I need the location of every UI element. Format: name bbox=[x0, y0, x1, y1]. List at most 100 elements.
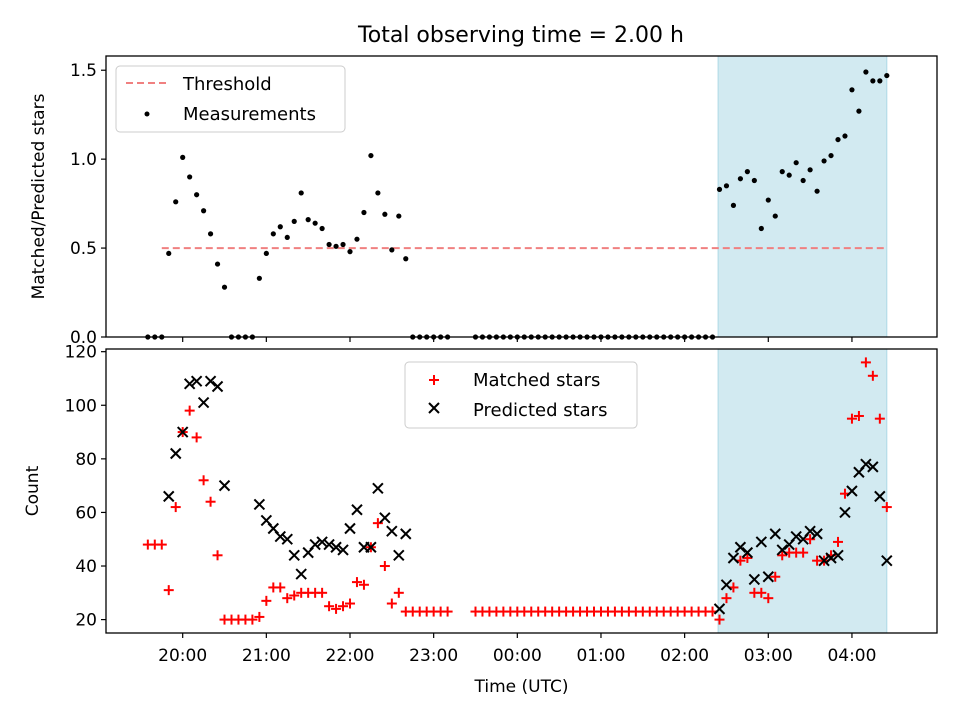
predicted-star-point bbox=[400, 528, 412, 540]
predicted-star-point bbox=[365, 541, 377, 553]
matched-star-point bbox=[386, 598, 397, 609]
predicted-star-point bbox=[393, 549, 405, 562]
measurement-point bbox=[765, 197, 771, 203]
top-y-axis-label: Matched/Predicted stars bbox=[29, 93, 49, 299]
measurement-point bbox=[800, 177, 806, 184]
matched-star-point bbox=[742, 552, 753, 563]
predicted-star-point bbox=[720, 579, 733, 591]
top-legend: Threshold Measurements bbox=[115, 65, 346, 133]
measurement-point bbox=[835, 136, 841, 143]
predicted-star-point bbox=[253, 498, 266, 511]
predicted-stars-points bbox=[163, 375, 893, 615]
measurement-point bbox=[396, 213, 402, 219]
matched-star-point bbox=[874, 413, 885, 424]
x-tick-label: 02:00 bbox=[660, 646, 709, 666]
measurement-point bbox=[849, 87, 855, 93]
predicted-star-point bbox=[734, 541, 747, 553]
matched-star-point bbox=[846, 413, 857, 424]
predicted-star-point bbox=[330, 541, 342, 553]
top-x-ticks bbox=[182, 337, 853, 342]
bottom-x-ticks: 20:00 21:00 22:00 23:00 00:00 01:00 02:00 03:00… bbox=[158, 633, 876, 666]
predicted-star-point bbox=[288, 549, 300, 562]
matched-star-point bbox=[770, 571, 781, 582]
matched-star-point bbox=[261, 595, 272, 606]
measurement-point bbox=[340, 241, 346, 248]
measurement-point bbox=[751, 177, 757, 184]
predicted-star-point bbox=[741, 546, 754, 559]
bottom-legend-box bbox=[404, 361, 638, 429]
legend-predicted-swatch bbox=[428, 402, 440, 414]
predicted-star-point bbox=[183, 378, 196, 390]
matched-star-point bbox=[324, 601, 335, 612]
matched-star-point bbox=[205, 496, 216, 507]
measurement-point bbox=[194, 192, 200, 198]
predicted-star-point bbox=[762, 571, 774, 583]
y-tick-label: 0.0 bbox=[70, 328, 97, 348]
measurement-point bbox=[291, 218, 297, 224]
measurement-point bbox=[856, 108, 862, 114]
measurement-point bbox=[361, 209, 367, 216]
predicted-star-point bbox=[727, 552, 740, 564]
bottom-legend: Matched stars Predicted stars bbox=[404, 361, 638, 429]
measurement-point bbox=[772, 213, 778, 219]
predicted-star-point bbox=[755, 536, 768, 548]
bottom-panel: 20 40 60 80 100 120 20:00 21:00 22:00 23:00 00:00… bbox=[23, 343, 938, 697]
matched-star-point bbox=[756, 587, 767, 598]
measurement-point bbox=[744, 169, 750, 175]
predicted-star-point bbox=[804, 525, 816, 537]
predicted-star-point bbox=[811, 528, 823, 540]
predicted-star-point bbox=[176, 426, 189, 438]
measurement-point bbox=[354, 236, 360, 242]
legend-measurements-label: Measurements bbox=[183, 104, 316, 125]
measurement-point bbox=[214, 261, 221, 267]
y-tick-label: 120 bbox=[65, 343, 97, 363]
measurement-point bbox=[180, 154, 186, 160]
matched-star-point bbox=[853, 410, 864, 421]
measurement-point bbox=[403, 256, 409, 262]
matched-star-point bbox=[833, 536, 844, 547]
predicted-star-point bbox=[769, 528, 781, 540]
matched-star-point bbox=[442, 606, 453, 617]
matched-star-point bbox=[163, 585, 174, 596]
matched-star-point bbox=[867, 370, 878, 381]
matched-star-point bbox=[379, 561, 390, 572]
matched-star-point bbox=[191, 432, 202, 443]
predicted-star-point bbox=[846, 485, 858, 497]
matched-star-point bbox=[212, 550, 223, 561]
predicted-star-point bbox=[170, 447, 182, 460]
measurement-point bbox=[270, 231, 276, 237]
x-tick-label: 22:00 bbox=[326, 646, 375, 666]
matched-star-point bbox=[714, 614, 725, 625]
predicted-star-point bbox=[379, 512, 391, 524]
matched-star-point bbox=[156, 539, 167, 550]
bottom-y-ticks: 20 40 60 80 100 120 bbox=[65, 343, 106, 631]
legend-measurements-swatch bbox=[144, 111, 150, 117]
measurement-point bbox=[828, 152, 834, 159]
predicted-star-point bbox=[874, 490, 886, 503]
predicted-star-point bbox=[748, 573, 761, 586]
predicted-star-point bbox=[163, 490, 175, 503]
measurement-point bbox=[256, 275, 262, 281]
matched-star-point bbox=[860, 357, 871, 368]
measurement-point bbox=[166, 250, 172, 257]
measurement-point bbox=[884, 72, 890, 79]
chart-title: Total observing time = 2.00 h bbox=[357, 23, 684, 48]
matched-star-point bbox=[372, 518, 383, 529]
measurement-point bbox=[793, 160, 799, 166]
measurement-point bbox=[758, 225, 764, 232]
predicted-star-point bbox=[211, 380, 224, 393]
predicted-star-point bbox=[295, 568, 307, 580]
matched-star-point bbox=[317, 587, 328, 598]
predicted-star-point bbox=[351, 504, 363, 516]
matched-star-point bbox=[198, 475, 209, 486]
measurement-point bbox=[284, 234, 290, 241]
matched-star-point bbox=[282, 593, 293, 604]
predicted-star-point bbox=[274, 530, 286, 543]
y-tick-label: 0.5 bbox=[70, 239, 97, 259]
top-panel: 0.0 0.5 1.0 1.5 Matched/Predicted stars Thr… bbox=[29, 55, 938, 348]
measurement-point bbox=[298, 190, 304, 196]
predicted-star-point bbox=[337, 544, 349, 556]
matched-star-point bbox=[358, 579, 369, 590]
measurement-point bbox=[821, 158, 827, 164]
predicted-star-point bbox=[825, 552, 837, 564]
